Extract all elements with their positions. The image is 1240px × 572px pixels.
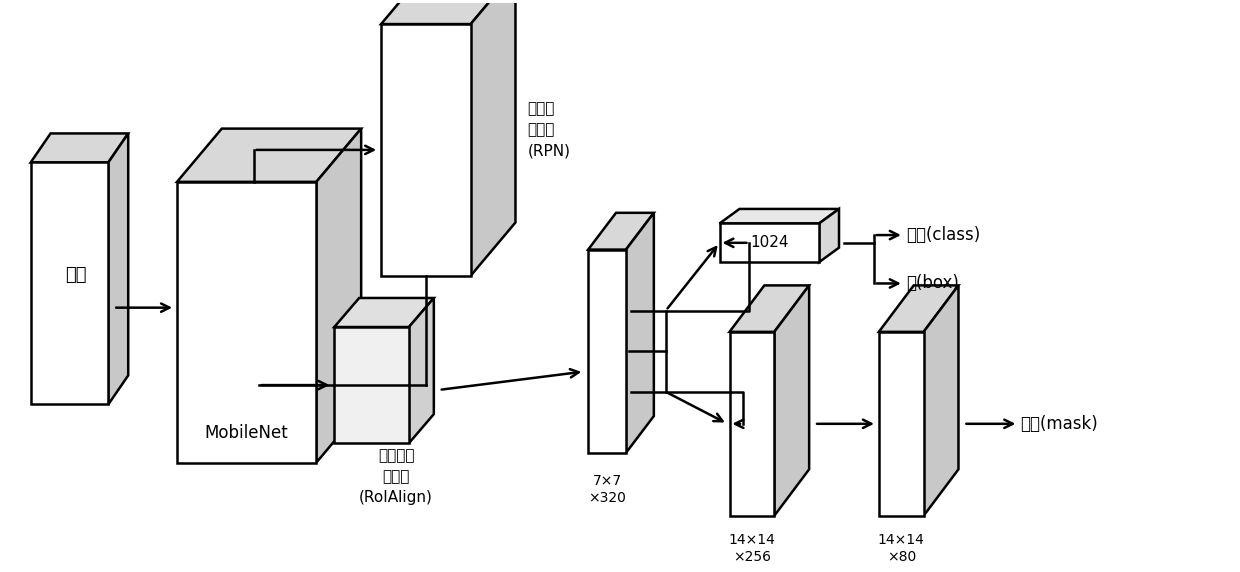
Polygon shape bbox=[177, 129, 361, 182]
Polygon shape bbox=[335, 327, 409, 443]
Polygon shape bbox=[879, 332, 924, 516]
Polygon shape bbox=[774, 285, 810, 516]
Polygon shape bbox=[719, 209, 839, 224]
Text: 1024: 1024 bbox=[750, 235, 789, 251]
Polygon shape bbox=[626, 213, 653, 453]
Polygon shape bbox=[409, 298, 434, 443]
Text: 14×14
×256: 14×14 ×256 bbox=[728, 533, 775, 565]
Polygon shape bbox=[335, 298, 434, 327]
Text: 14×14
×80: 14×14 ×80 bbox=[878, 533, 925, 565]
Text: 图像: 图像 bbox=[64, 266, 87, 284]
Polygon shape bbox=[729, 332, 774, 516]
Polygon shape bbox=[588, 249, 626, 453]
Polygon shape bbox=[588, 213, 653, 249]
Text: 框(box): 框(box) bbox=[905, 275, 959, 292]
Text: 区域提
取网络
(RPN): 区域提 取网络 (RPN) bbox=[527, 101, 570, 158]
Polygon shape bbox=[820, 209, 839, 262]
Polygon shape bbox=[31, 133, 128, 162]
Text: 感兴趣区
域对齐
(RoIAlign): 感兴趣区 域对齐 (RoIAlign) bbox=[360, 448, 433, 505]
Polygon shape bbox=[719, 224, 820, 262]
Polygon shape bbox=[381, 24, 471, 276]
Polygon shape bbox=[31, 162, 108, 404]
Polygon shape bbox=[108, 133, 128, 404]
Text: 7×7
×320: 7×7 ×320 bbox=[588, 474, 626, 506]
Text: 掩膜(mask): 掩膜(mask) bbox=[1021, 415, 1097, 433]
Text: MobileNet: MobileNet bbox=[205, 424, 289, 443]
Text: 类别(class): 类别(class) bbox=[905, 226, 980, 244]
Polygon shape bbox=[729, 285, 810, 332]
Polygon shape bbox=[381, 0, 516, 24]
Polygon shape bbox=[316, 129, 361, 463]
Polygon shape bbox=[924, 285, 959, 516]
Polygon shape bbox=[471, 0, 516, 276]
Polygon shape bbox=[177, 182, 316, 463]
Polygon shape bbox=[879, 285, 959, 332]
